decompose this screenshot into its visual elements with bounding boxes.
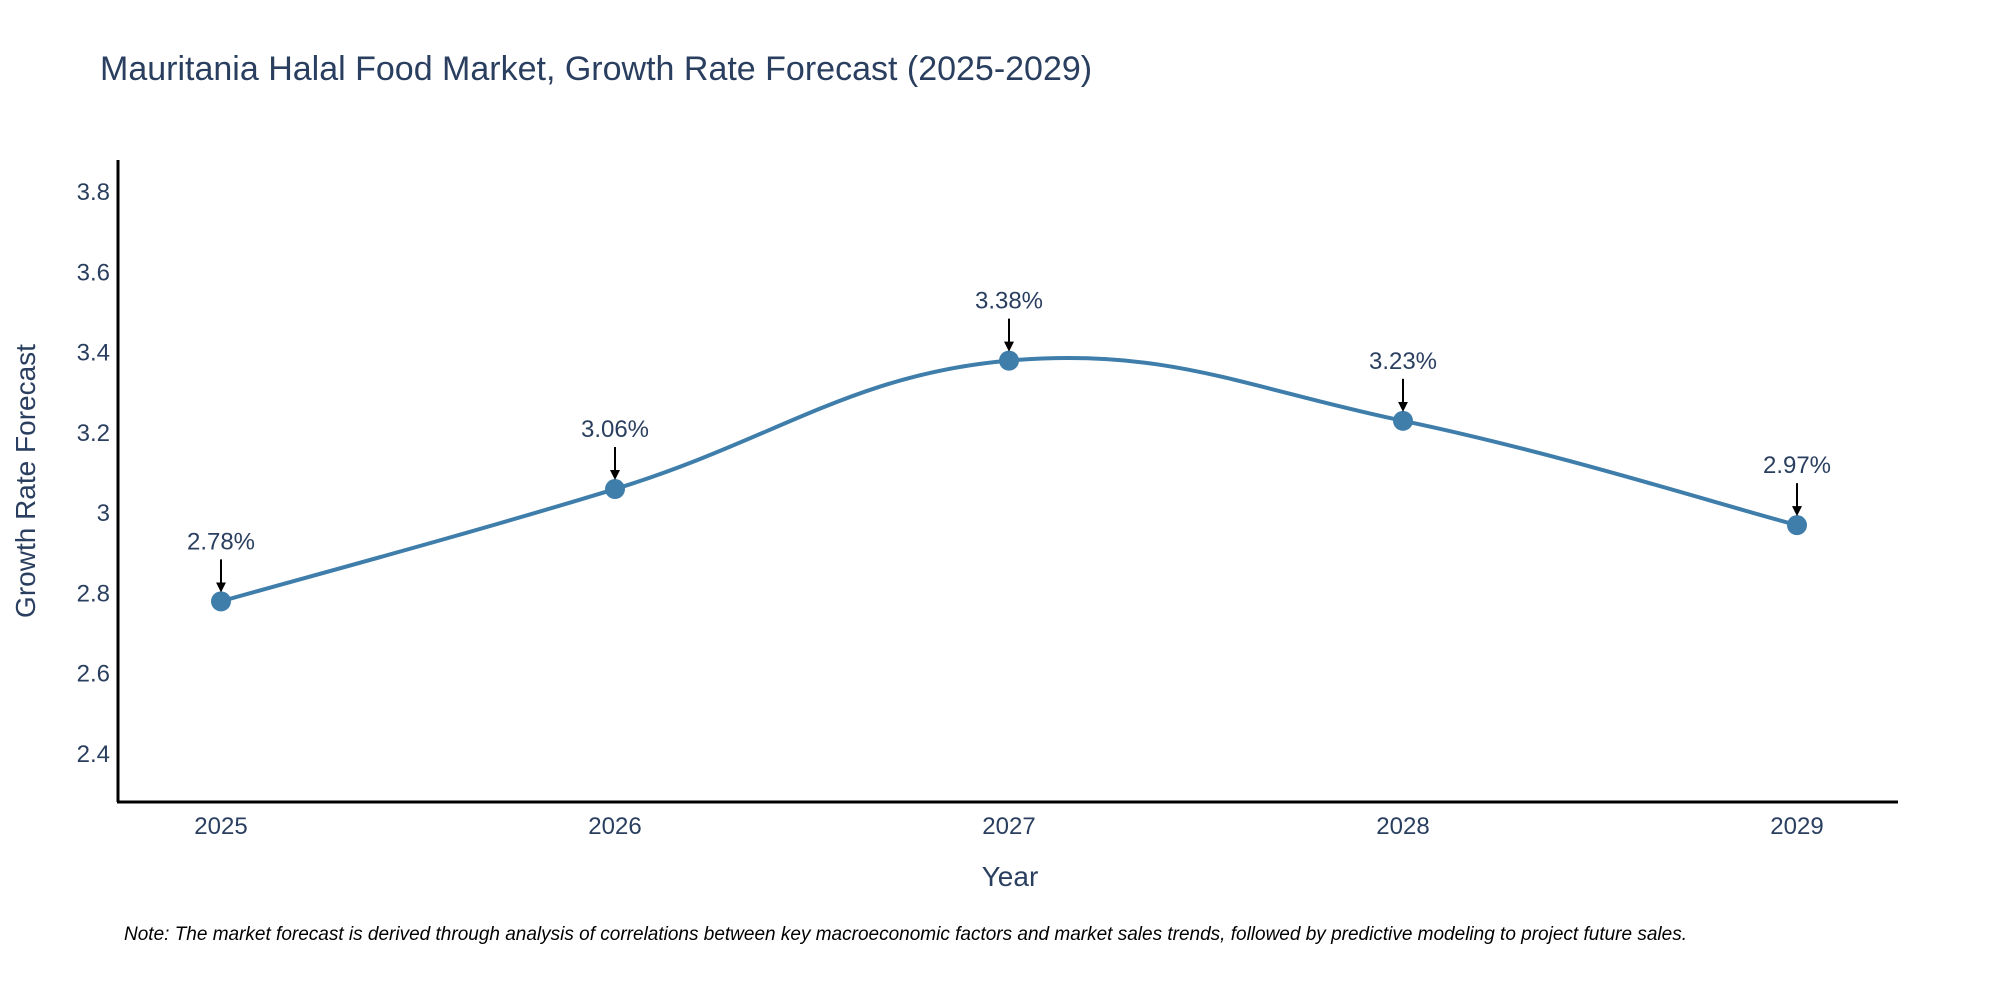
x-axis-title: Year xyxy=(982,861,1039,892)
y-tick-label: 2.8 xyxy=(77,580,110,607)
data-annotations: 2.78% 3.06% 3.38% 3.23% 2.97% xyxy=(187,288,1831,593)
x-tick-label: 2029 xyxy=(1770,813,1823,840)
chart-title: Mauritania Halal Food Market, Growth Rat… xyxy=(100,50,1092,88)
data-label: 3.38% xyxy=(975,288,1043,315)
x-tick-label: 2026 xyxy=(588,813,641,840)
y-tick-label: 3.2 xyxy=(77,420,110,447)
data-label: 3.23% xyxy=(1369,348,1437,375)
y-tick-label: 3 xyxy=(97,500,110,527)
y-tick-label: 2.6 xyxy=(77,661,110,688)
x-tick-label: 2028 xyxy=(1376,813,1429,840)
series-line xyxy=(220,355,1798,604)
series-markers xyxy=(211,350,1807,612)
footnote: Note: The market forecast is derived thr… xyxy=(124,924,1687,945)
data-point-2028 xyxy=(1393,410,1413,431)
data-label: 2.97% xyxy=(1763,452,1831,479)
x-tick-label: 2027 xyxy=(982,813,1035,840)
x-axis-ticks: 2025 2026 2027 2028 2029 xyxy=(194,813,1823,840)
data-point-2026 xyxy=(605,479,625,500)
y-axis-ticks: 2.4 2.6 2.8 3 3.2 3.4 3.6 3.8 xyxy=(77,179,110,768)
data-point-2029 xyxy=(1787,515,1807,536)
data-point-2025 xyxy=(211,591,231,612)
y-tick-label: 3.4 xyxy=(77,340,110,367)
y-tick-label: 3.8 xyxy=(77,179,110,206)
y-tick-label: 2.4 xyxy=(77,741,110,768)
y-axis-title: Growth Rate Forecast xyxy=(10,344,41,618)
data-point-2027 xyxy=(999,350,1019,371)
y-tick-label: 3.6 xyxy=(77,259,110,286)
data-label: 2.78% xyxy=(187,528,255,555)
data-label: 3.06% xyxy=(581,416,649,443)
x-tick-label: 2025 xyxy=(194,813,247,840)
